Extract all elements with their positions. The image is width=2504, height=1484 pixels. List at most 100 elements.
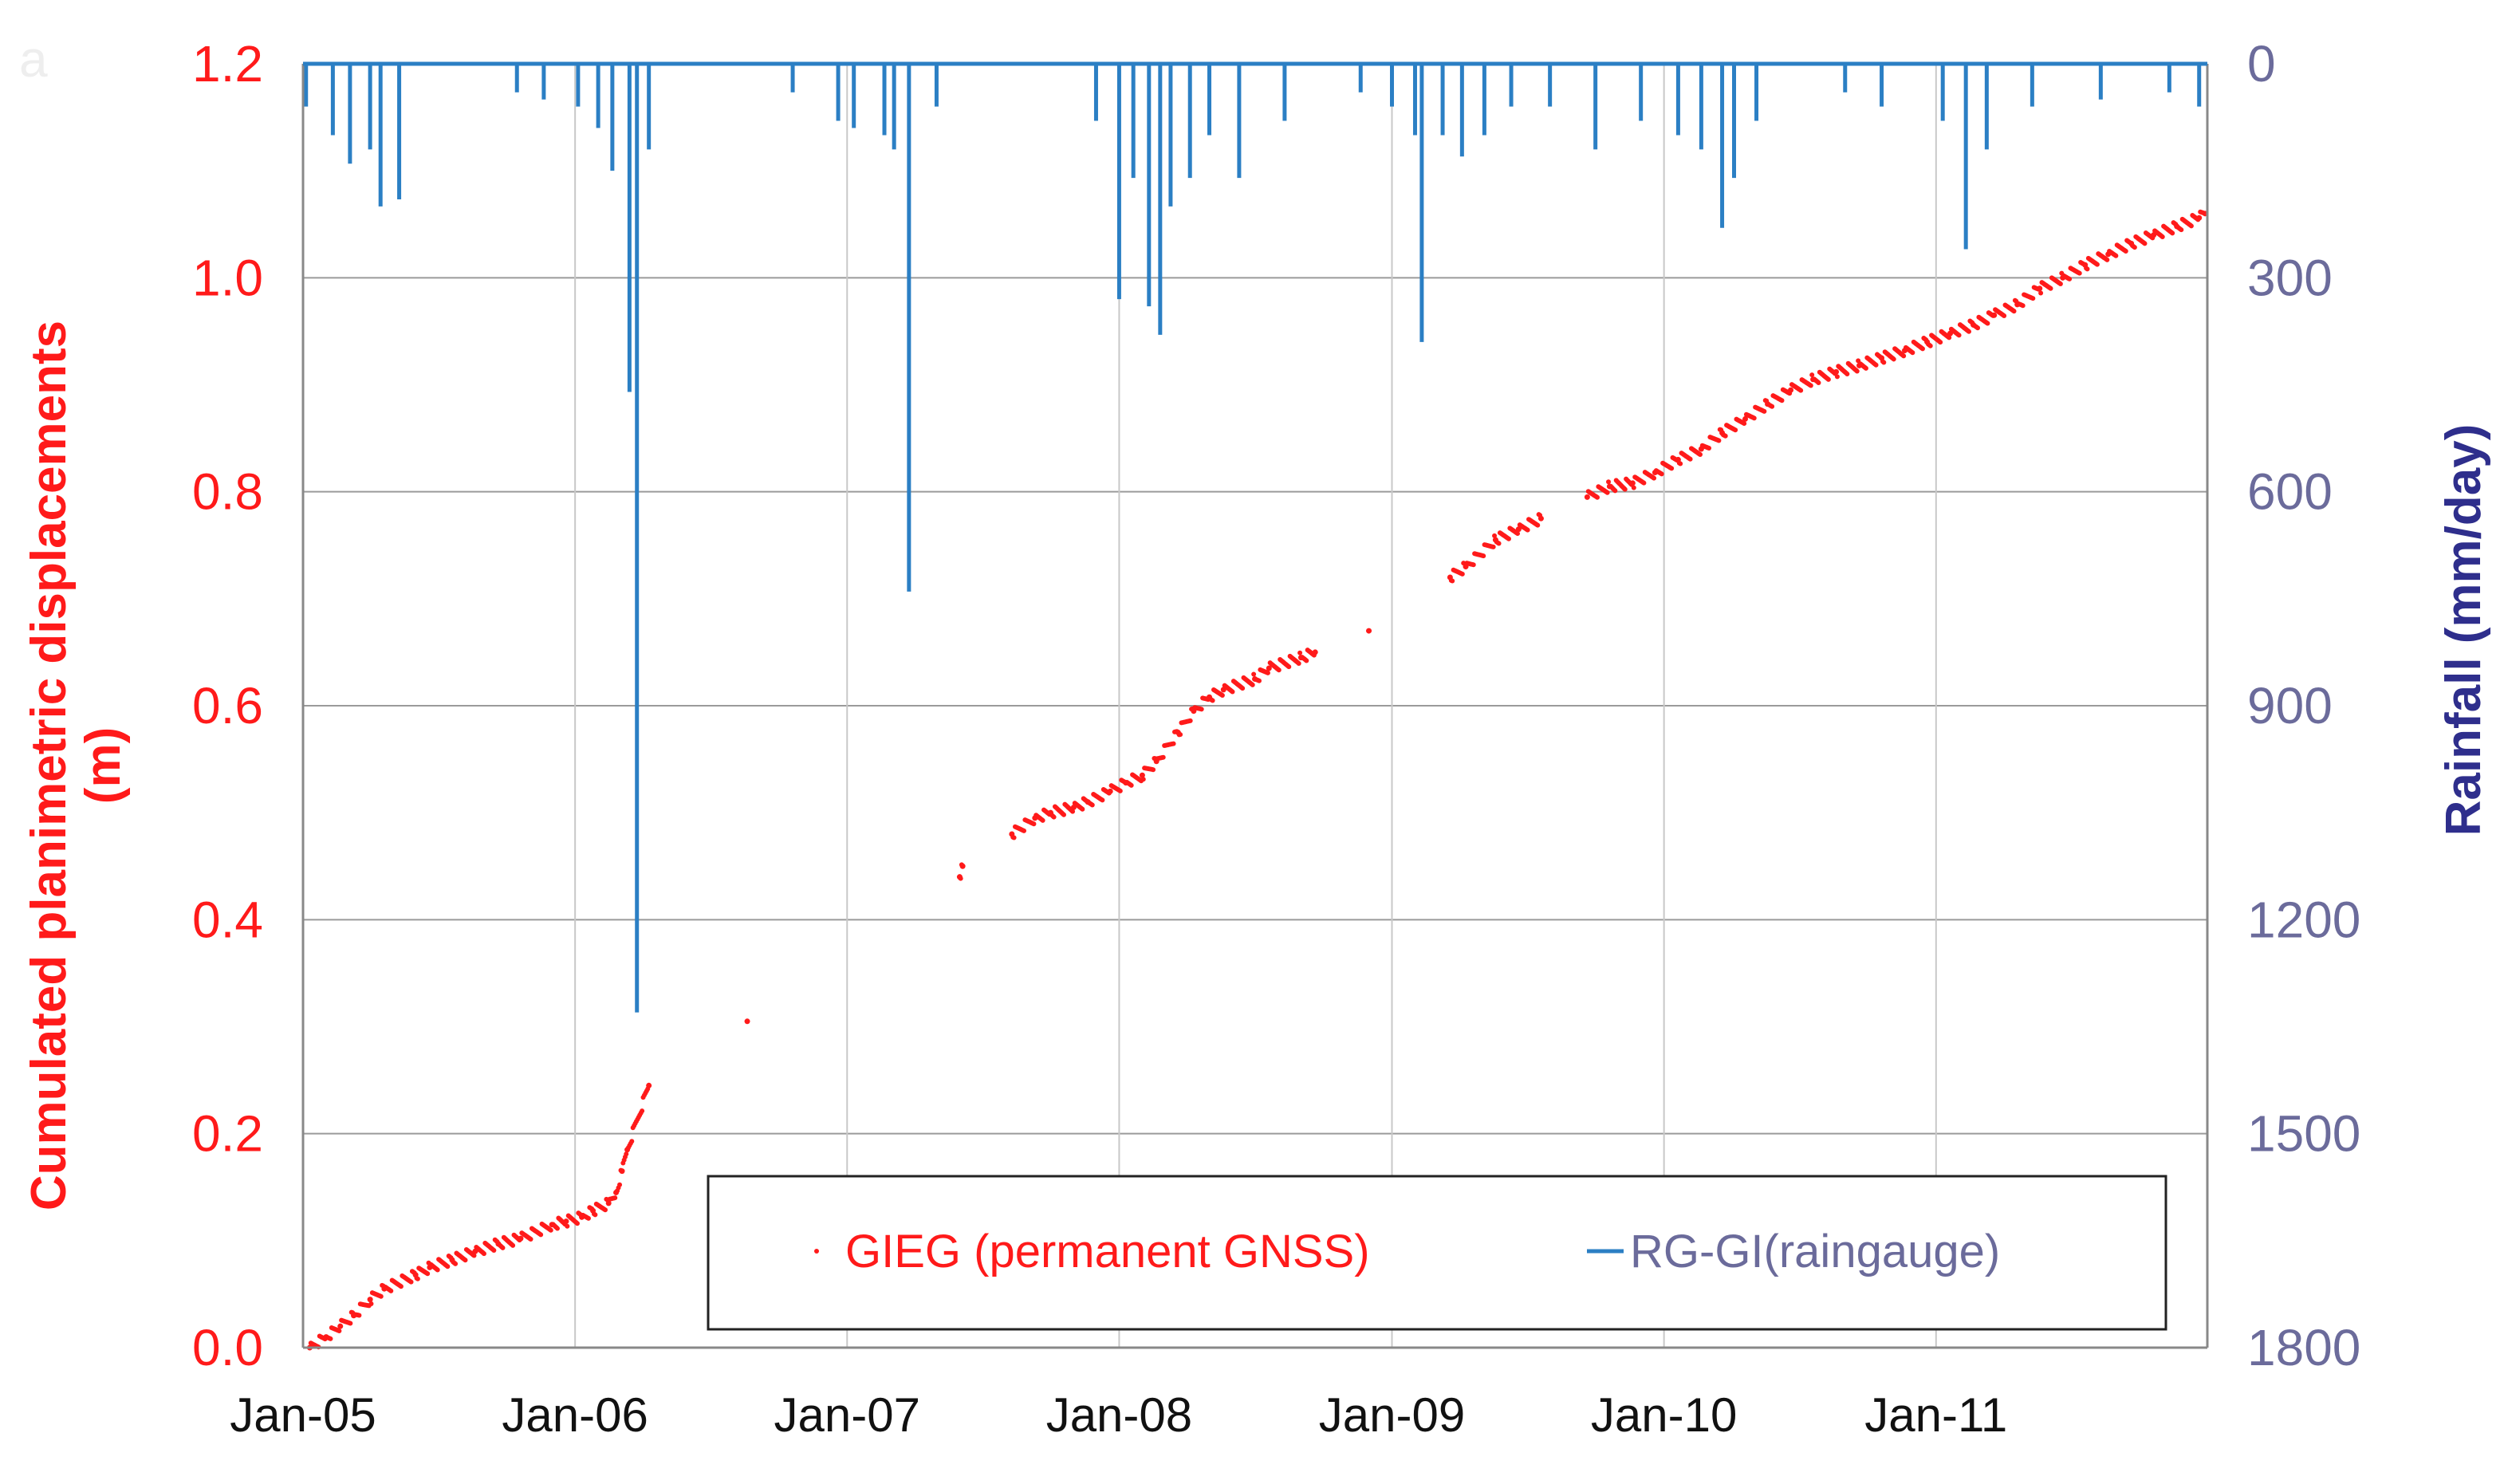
y-left-tick-label: 0.4 [192,891,263,948]
x-tick-label: Jan-08 [1046,1388,1192,1442]
gnss-point [1584,494,1590,500]
gnss-point [1296,660,1301,666]
y-right-tick-label: 300 [2247,249,2333,306]
gnss-point [2002,313,2007,318]
gnss-point [1891,356,1896,362]
legend-label-rain: RG-GI(raingauge) [1630,1226,2000,1277]
gnss-point [435,1267,440,1273]
y-left-tick-label: 0.2 [192,1105,263,1163]
gnss-point [1107,788,1113,794]
gnss-point [2094,262,2100,267]
gnss-point [1210,698,1215,703]
gnss-point [1985,321,1990,326]
gnss-point [1975,325,1981,331]
gnss-point [2113,253,2119,258]
gnss-point [2196,215,2203,221]
gnss-point [1240,686,1246,691]
gnss-point [1825,376,1831,382]
gnss-point [548,1227,553,1233]
gnss-point [1901,353,1907,359]
gnss-point [1733,427,1738,433]
gnss-point [1742,415,1749,422]
gnss-point [585,1215,591,1221]
gnss-point [500,1245,506,1250]
gnss-point [1938,340,1943,345]
y-left-tick-label: 0.6 [192,677,263,734]
gnss-point [624,1151,629,1157]
gnss-point [744,1018,750,1025]
gnss-point [1659,471,1664,477]
y-right-tick-label: 900 [2247,677,2333,734]
gnss-point [348,1321,353,1326]
x-tick-label: Jan-11 [1864,1388,2007,1442]
gnss-point [2160,234,2165,239]
gnss-point [619,1168,625,1175]
gnss-point [2038,290,2044,296]
y-right-tick-label: 0 [2247,35,2276,93]
gnss-point [959,863,966,869]
x-tick-label: Jan-09 [1319,1388,1465,1442]
y-right-tick-label: 1800 [2247,1319,2360,1376]
gnss-point [1100,797,1105,803]
gnss-point [388,1288,394,1293]
gnss-point [1788,387,1794,393]
gnss-point [2077,270,2082,276]
gnss-point [367,1297,373,1303]
gnss-point [1286,664,1292,670]
gnss-point [328,1336,333,1341]
gnss-point [1687,456,1693,462]
gnss-point [1535,522,1541,528]
gnss-point [1919,346,1925,352]
gnss-point [1678,461,1683,466]
legend: GIEG (permanent GNSS) RG-GI(raingauge) [707,1175,2167,1331]
gnss-point [1080,806,1085,812]
gnss-point [1139,772,1145,778]
gnss-point [2067,276,2073,281]
gnss-point [1492,533,1498,538]
gnss-point [2104,257,2110,262]
y-left-tick-label: 0.0 [192,1319,263,1376]
gnss-point [510,1242,516,1248]
gnss-point [528,1236,533,1242]
gnss-point [565,1223,570,1229]
gnss-point [1716,438,1722,443]
gnss-point [1251,671,1257,677]
x-tick-label: Jan-06 [502,1388,648,1442]
gnss-point [1515,531,1521,537]
gnss-point [1366,628,1372,634]
gnss-point [605,1200,612,1206]
gnss-point [2170,230,2175,236]
gnss-point [1506,536,1511,541]
gnss-point [1070,809,1076,814]
gnss-point [2179,227,2184,233]
gnss-point [1816,380,1821,385]
x-tick-label: Jan-10 [1591,1388,1737,1442]
gnss-point [2142,241,2148,246]
gnss-point [563,1218,569,1225]
gnss-point [518,1235,524,1242]
gnss-point [1256,678,1262,683]
gnss-point [1187,718,1193,723]
gnss-point [1669,466,1675,471]
gnss-point [1022,828,1027,833]
gnss-point [629,1139,635,1144]
gnss-point [1496,541,1502,546]
gnss-point [1798,388,1804,393]
x-tick-label: Jan-07 [774,1388,920,1442]
y-axis-left-title-line1: Cumulated planimetric displacements [22,321,77,1210]
gnss-point [1450,578,1455,584]
gnss-point [1873,362,1879,368]
gnss-point [1991,312,1998,318]
gnss-point [1250,682,1255,687]
tick-labels: 0.0 0.2 0.4 0.6 0.8 1.0 1.2 0 300 600 900 1200 1500 1… [192,35,2360,1442]
gnss-point [1459,571,1465,577]
gnss-point [1947,335,1952,340]
gnss-point [1276,667,1282,673]
gnss-point [1742,421,1747,427]
rain-series [304,64,2202,1013]
gnss-point [445,1264,451,1269]
gnss-point [1956,333,1962,338]
gnss-point [398,1284,404,1289]
gnss-point [640,1108,645,1114]
